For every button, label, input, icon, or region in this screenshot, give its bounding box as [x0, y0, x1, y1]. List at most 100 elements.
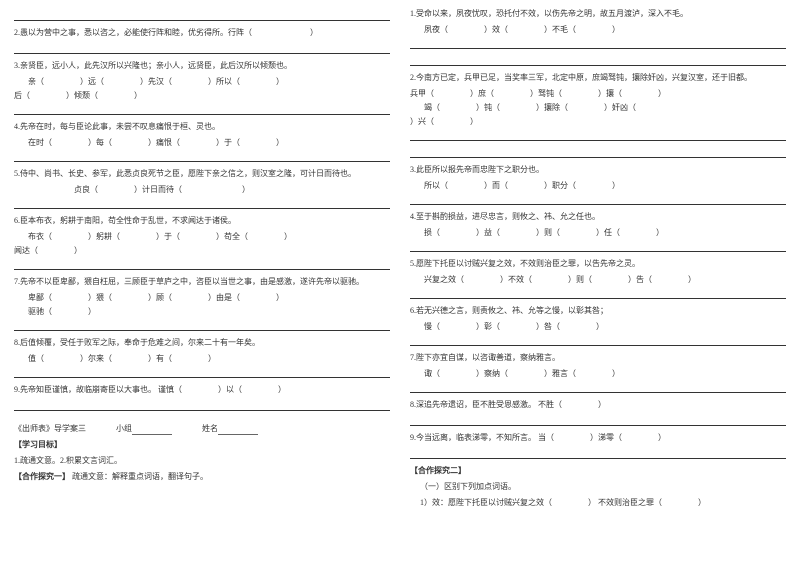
translation-line: [14, 104, 390, 115]
translation-line: [410, 194, 786, 205]
term: ）: [612, 369, 620, 378]
term: 贞良（: [74, 185, 98, 194]
name-label: 姓名: [202, 424, 218, 433]
rq8-main: 8.深追先帝遗诏，臣不胜受恩感激。 不胜（: [410, 400, 562, 409]
term: ）不毛（: [544, 25, 576, 34]
rq2-text: 2.今南方已定，兵甲已足，当奖率三军，北定中原，庶竭驽钝，攘除奸凶，兴复汉室，还…: [410, 72, 786, 84]
ex2-text: 1）效：愿陛下托臣以讨贼兴复之效（: [420, 498, 552, 507]
term: ）远（: [80, 77, 104, 86]
term: ）职分（: [544, 181, 576, 190]
rq2-row3: ）兴（ ）: [410, 116, 786, 127]
term: ）计日而待（: [134, 185, 182, 194]
translation-line: [14, 320, 390, 331]
q7-row1: 卑鄙（ ）猥（ ）顾（ ）由是（ ）: [28, 292, 390, 303]
term: 闻达（: [14, 246, 38, 255]
translation-line: [14, 151, 390, 162]
term: ）于（: [156, 232, 180, 241]
q2-text: 2.愚以为营中之事，悉以咨之，必能使行阵和睦，优劣得所。行阵（ ）: [14, 27, 390, 39]
term: ）: [470, 117, 478, 126]
translation-line: [410, 288, 786, 299]
rq4-row1: 损（ ）益（ ）则（ ）任（ ）: [424, 227, 786, 238]
translation-line: [410, 335, 786, 346]
term: 在时（: [28, 138, 52, 147]
term: ）不效（: [500, 275, 532, 284]
term: ）猥（: [88, 293, 112, 302]
q9-tail: ）以（: [218, 385, 242, 394]
term: ）驽钝（: [530, 89, 562, 98]
rq5-text: 5.愿陛下托臣以讨贼兴复之效，不效则治臣之罪，以告先帝之灵。: [410, 258, 786, 270]
term: ）兴（: [410, 117, 434, 126]
term: 所以（: [424, 181, 448, 190]
translation-line: [14, 259, 390, 270]
explore2-title: 【合作探究二】: [410, 465, 786, 477]
translation-line: [14, 400, 390, 411]
term: ）: [276, 138, 284, 147]
term: ）攘除（: [536, 103, 568, 112]
translation-line: [410, 55, 786, 66]
rq9-tail: ）涕零（: [590, 433, 622, 442]
term: 竭（: [424, 103, 440, 112]
term: 卑鄙（: [28, 293, 52, 302]
translation-line: [14, 43, 390, 54]
explore1-title: 【合作探究一】: [14, 472, 70, 481]
goal-text: 1.疏通文意。2.积累文言词汇。: [14, 455, 390, 467]
translation-line: [14, 367, 390, 378]
q7-text: 7.先帝不以臣卑鄙，猥自枉屈，三顾臣于草庐之中，咨臣以当世之事，由是感激，遂许先…: [14, 276, 390, 288]
term: ）咎（: [536, 322, 560, 331]
guide-title-row: 《出师表》导学案三 小组 姓名: [14, 423, 390, 435]
q3-row1: 亲（ ）远（ ）先汉（ ）所以（ ）: [28, 76, 390, 87]
term: ）察纳（: [476, 369, 508, 378]
term: 值（: [28, 354, 44, 363]
term: ）: [242, 185, 250, 194]
term: 后（: [14, 91, 30, 100]
explore2-sub1: （一）区别下列加点词语。: [420, 481, 786, 493]
rq8-text: 8.深追先帝遗诏，臣不胜受恩感激。 不胜（ ）: [410, 399, 786, 411]
q9-tail2: ）: [278, 385, 286, 394]
group-field: [132, 426, 172, 435]
q5-text: 5.侍中、尚书、长史、参军，此悉贞良死节之臣，愿陛下亲之信之，则汉室之隆，可计日…: [14, 168, 390, 180]
q3-row2: 后（ ）倾颓（ ）: [14, 90, 390, 101]
term: ）: [688, 275, 696, 284]
term: ）效（: [484, 25, 508, 34]
rq2-row1: 兵甲（ ）庶（ ）驽钝（ ）攘（ ）: [410, 88, 786, 99]
term: ）倾颓（: [66, 91, 98, 100]
term: ）由是（: [208, 293, 240, 302]
term: 慢（: [424, 322, 440, 331]
term: ）: [612, 25, 620, 34]
term: ）: [88, 307, 96, 316]
term: ）: [284, 232, 292, 241]
guide-title: 《出师表》导学案三: [14, 424, 86, 433]
term: ）: [276, 293, 284, 302]
q6-text: 6.臣本布衣，躬耕于南阳，苟全性命于乱世，不求闻达于诸侯。: [14, 215, 390, 227]
term: ）: [612, 181, 620, 190]
left-column: 2.愚以为营中之事，悉以咨之，必能使行阵和睦，优劣得所。行阵（） 3.亲贤臣，远…: [4, 8, 400, 557]
term: ）尔来（: [80, 354, 112, 363]
q9-text: 9.先帝知臣谨慎，故临崩寄臣以大事也。 谨慎（ ）以（ ）: [14, 384, 390, 396]
q2-main: 2.愚以为营中之事，悉以咨之，必能使行阵和睦，优劣得所。行阵（: [14, 28, 252, 37]
term: 布衣（: [28, 232, 52, 241]
explore1-row: 【合作探究一】 疏通文意：解释重点词语，翻译句子。: [14, 471, 390, 483]
rq3-text: 3.此臣所以报先帝而忠陛下之职分也。: [410, 164, 786, 176]
rq3-row1: 所以（ ）而（ ）职分（ ）: [424, 180, 786, 191]
goal-title: 【学习目标】: [14, 439, 390, 451]
translation-line: [410, 38, 786, 49]
q5-row1: 贞良（ ）计日而待（ ）: [74, 184, 390, 195]
close-paren: ）: [310, 28, 318, 37]
term: ）则（: [536, 228, 560, 237]
term: ）告（: [628, 275, 652, 284]
explore2-sub2: 1）效：愿陛下托臣以讨贼兴复之效（ ） 不效则治臣之罪（ ）: [420, 497, 786, 509]
translation-line: [410, 382, 786, 393]
rq1-row1: 夙夜（ ）效（ ）不毛（ ）: [424, 24, 786, 35]
translation-line: [410, 448, 786, 459]
q4-row1: 在时（ ）每（ ）痛恨（ ）于（ ）: [28, 137, 390, 148]
q9-main: 9.先帝知臣谨慎，故临崩寄臣以大事也。 谨慎（: [14, 385, 182, 394]
q8-row1: 值（ ）尔来（ ）有（ ）: [28, 353, 390, 364]
term: ）有（: [148, 354, 172, 363]
term: ）: [74, 246, 82, 255]
translation-line: [410, 147, 786, 158]
term: 诹（: [424, 369, 440, 378]
term: ）: [134, 91, 142, 100]
ex2-tail: ） 不效则治臣之罪（: [588, 498, 662, 507]
term: ）任（: [596, 228, 620, 237]
term: ）: [276, 77, 284, 86]
